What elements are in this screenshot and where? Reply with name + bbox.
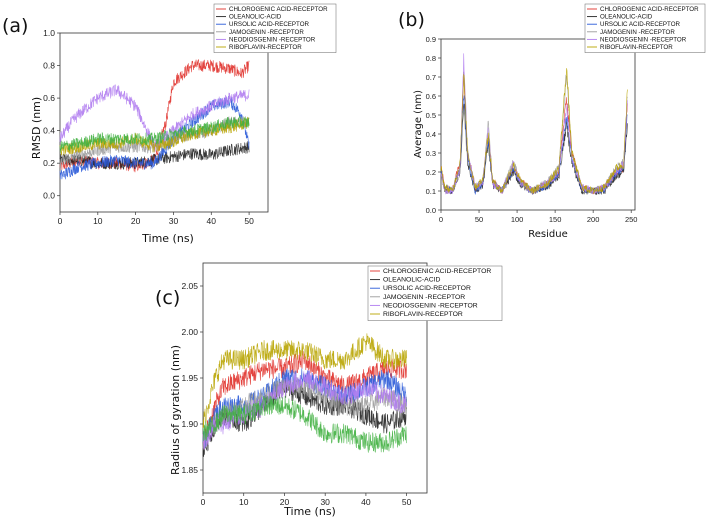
x-tick-label: 10 <box>93 216 103 226</box>
y-tick-label: 0.4 <box>426 130 436 139</box>
legend-entry: NEODIOSGENIN -RECEPTOR <box>383 302 478 309</box>
y-tick-label: 0.0 <box>426 206 436 215</box>
y-tick-label: 0.9 <box>426 35 436 44</box>
x-tick-label: 150 <box>549 215 562 224</box>
y-tick-label: 0.8 <box>43 61 55 71</box>
y-tick-label: 1.95 <box>181 373 198 383</box>
series-line-riboflavin-receptor <box>440 68 628 194</box>
series-line-unlabeled <box>202 395 407 453</box>
legend-box <box>584 3 706 53</box>
legend-entry: JAMOGENIN -RECEPTOR <box>600 29 675 36</box>
legend-entry: JAMOGENIN -RECEPTOR <box>229 29 304 36</box>
panel-b-legend: CHLOROGENIC ACID-RECEPTOROLEANOLIC-ACIDU… <box>584 3 706 53</box>
legend-entry: NEODIOSGENIN -RECEPTOR <box>229 36 316 43</box>
legend-entry: OLEANOLIC-ACID <box>229 14 282 21</box>
panel-a-plot-area: 0 10 20 30 40 50 0.0 0.2 0.4 0.6 0.8 1.0 <box>43 28 269 226</box>
legend-entry: URSOLIC ACID-RECEPTOR <box>383 285 471 292</box>
x-tick-label: 50 <box>244 216 254 226</box>
legend-entry: URSOLIC ACID-RECEPTOR <box>600 21 681 28</box>
panel-a-x-axis-title: Time (ns) <box>141 232 194 245</box>
y-tick-label: 1.0 <box>43 28 55 38</box>
legend-entry: JAMOGENIN -RECEPTOR <box>383 294 465 301</box>
y-tick-label: 0.2 <box>426 168 436 177</box>
legend-entry: NEODIOSGENIN -RECEPTOR <box>600 36 687 43</box>
x-tick-label: 100 <box>511 215 524 224</box>
panel-a-legend: CHLOROGENIC ACID-RECEPTOROLEANOLIC-ACIDU… <box>213 3 337 53</box>
panel-b-x-axis-title: Residue <box>528 229 567 240</box>
x-tick-label: 0 <box>58 216 63 226</box>
legend-box <box>367 265 503 321</box>
x-tick-label: 0 <box>201 497 206 507</box>
series-line-jamogenin-receptor <box>440 71 628 195</box>
y-tick-label: 0.3 <box>426 149 436 158</box>
series-line-riboflavin-receptor <box>59 116 250 156</box>
panel-b-y-axis-title: Average (nm) <box>413 90 424 158</box>
y-tick-label: 0.5 <box>426 111 436 120</box>
legend-entry: CHLOROGENIC ACID-RECEPTOR <box>229 6 328 13</box>
x-tick-label: 30 <box>320 497 330 507</box>
y-tick-label: 1.85 <box>181 465 198 475</box>
series-line-chlorogenic-acid-receptor <box>440 71 628 195</box>
panel-c-y-axis-title: Radius of gyration (nm) <box>169 345 182 475</box>
y-tick-label: 0.0 <box>43 191 55 201</box>
legend-entry: CHLOROGENIC ACID-RECEPTOR <box>383 268 491 275</box>
legend-entry: RIBOFLAVIN-RECEPTOR <box>383 311 463 318</box>
series-line-ursolic-acid-receptor <box>440 95 628 195</box>
panel-c-x-axis-title: Time (ns) <box>283 505 336 518</box>
series-line-riboflavin-receptor <box>202 333 407 429</box>
x-tick-label: 250 <box>625 215 638 224</box>
x-tick-label: 20 <box>280 497 290 507</box>
panel-c-legend: CHLOROGENIC ACID-RECEPTOR OLEANOLIC-ACIDU… <box>367 265 503 321</box>
panel-b-average-chart: (b) 0 50 100 150 200 250 0.0 0.1 0.2 0.3 0.4 0.5 0.6… <box>398 3 706 240</box>
y-tick-label: 0.4 <box>43 126 55 136</box>
y-tick-label: 0.6 <box>426 92 436 101</box>
legend-entry: URSOLIC ACID-RECEPTOR <box>229 21 310 28</box>
y-tick-label: 0.8 <box>426 54 436 63</box>
y-tick-label: 0.7 <box>426 73 436 82</box>
y-tick-label: 1.90 <box>181 419 198 429</box>
series-line-oleanolic-acid <box>440 103 628 196</box>
series-line-unlabeled <box>59 115 250 153</box>
x-tick-label: 40 <box>361 497 371 507</box>
x-tick-label: 50 <box>402 497 412 507</box>
y-tick-label: 0.1 <box>426 187 436 196</box>
panel-b-label: (b) <box>398 9 425 31</box>
series-line-neodiosgenin-receptor <box>202 369 407 450</box>
legend-entry: CHLOROGENIC ACID-RECEPTOR <box>600 6 699 13</box>
panel-a-frame <box>59 32 269 213</box>
panel-a-label: (a) <box>2 15 28 37</box>
series-line-ursolic-acid-receptor <box>202 367 407 448</box>
legend-entry: OLEANOLIC-ACID <box>600 14 653 21</box>
x-tick-label: 10 <box>239 497 249 507</box>
legend-entry: RIBOFLAVIN-RECEPTOR <box>600 44 673 51</box>
y-tick-label: 2.00 <box>181 327 198 337</box>
panel-b-plot-area: 0 50 100 150 200 250 0.0 0.1 0.2 0.3 0.4 0.5 0.6 0.7 0… <box>426 35 638 224</box>
x-tick-label: 40 <box>207 216 217 226</box>
y-tick-label: 0.2 <box>43 158 55 168</box>
panel-a-y-axis-title: RMSD (nm) <box>30 97 43 159</box>
legend-entry: OLEANOLIC-ACID <box>383 277 440 284</box>
x-tick-label: 20 <box>131 216 141 226</box>
x-tick-label: 200 <box>587 215 600 224</box>
panel-b-frame <box>440 38 636 211</box>
panel-c-label: (c) <box>155 287 180 309</box>
series-line-neodiosgenin-receptor <box>440 53 628 196</box>
panel-a-rmsd-chart: (a) 0 10 20 30 40 50 0.0 0.2 0.4 0.6 0.8 1.0 Time (… <box>2 3 337 245</box>
x-tick-label: 50 <box>475 215 483 224</box>
y-tick-label: 2.05 <box>181 281 198 291</box>
panel-c-radius-chart: (c) 0 10 20 30 40 50 1.85 1.90 1.95 2.00 2.05 Time… <box>155 262 503 518</box>
x-tick-label: 0 <box>439 215 443 224</box>
x-tick-label: 30 <box>169 216 179 226</box>
legend-entry: RIBOFLAVIN-RECEPTOR <box>229 44 302 51</box>
y-tick-label: 0.6 <box>43 93 55 103</box>
panel-c-plot-area: 0 10 20 30 40 50 1.85 1.90 1.95 2.00 2.05 <box>181 262 428 507</box>
legend-box <box>213 3 337 53</box>
series-line-chlorogenic-acid-receptor <box>202 351 407 450</box>
